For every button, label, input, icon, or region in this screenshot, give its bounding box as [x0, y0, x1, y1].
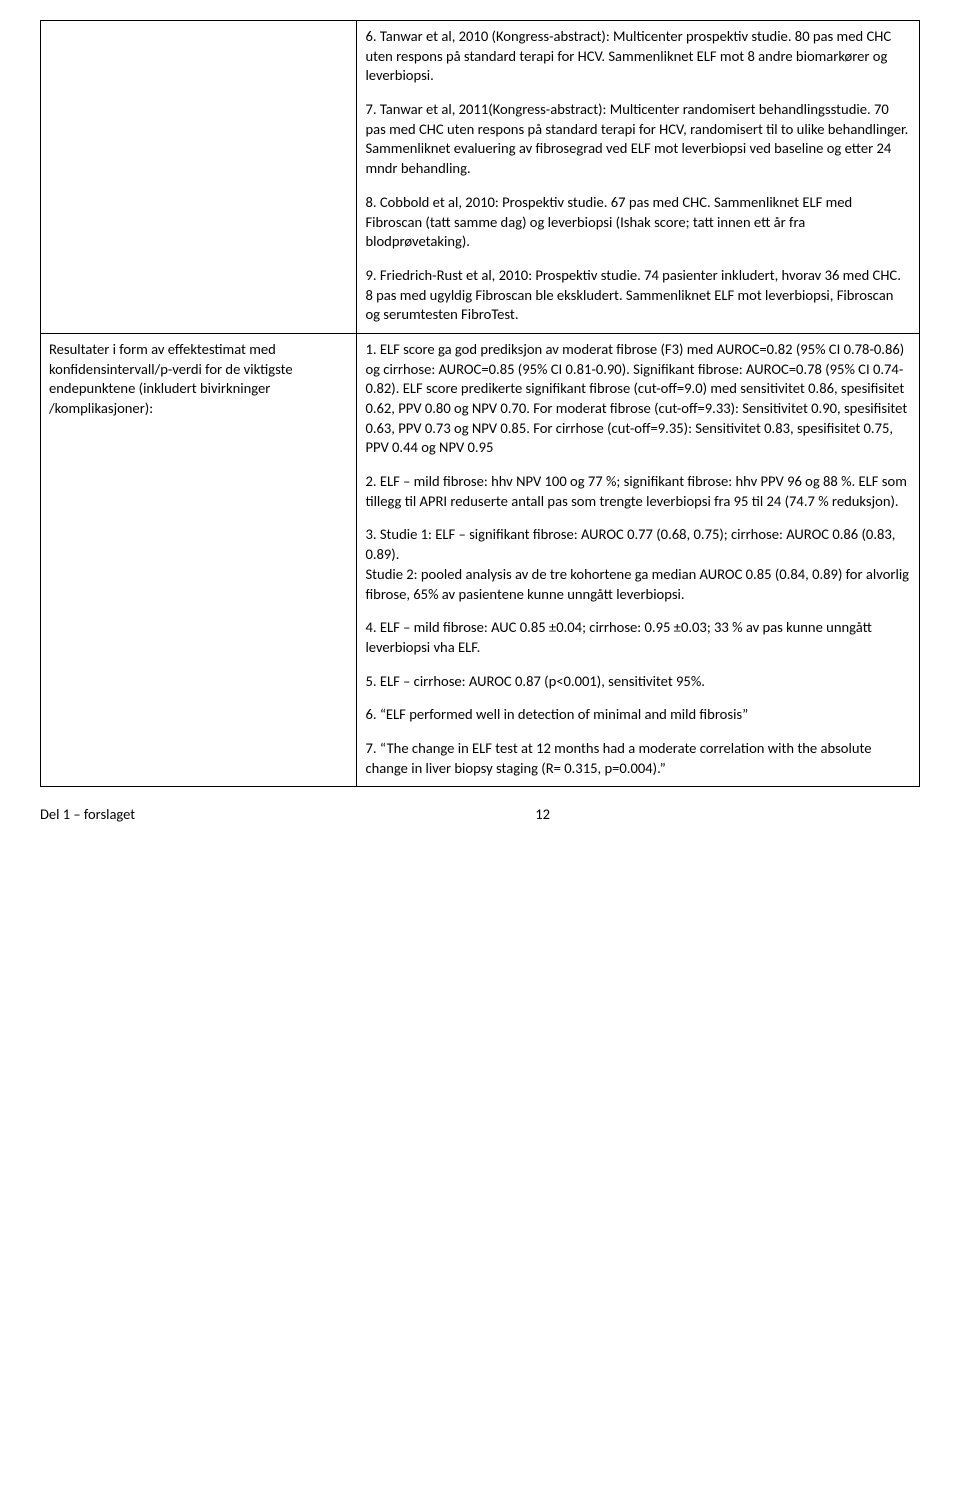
para-6: 6. Tanwar et al, 2010 (Kongress-abstract…	[365, 27, 911, 86]
table-row: 6. Tanwar et al, 2010 (Kongress-abstract…	[41, 21, 920, 334]
result-2: 2. ELF – mild fibrose: hhv NPV 100 og 77…	[365, 472, 911, 511]
cell-left-empty	[41, 21, 357, 334]
results-label: Resultater i form av effektestimat med k…	[49, 340, 348, 419]
result-6: 6. “ELF performed well in detection of m…	[365, 705, 911, 725]
table-row: Resultater i form av effektestimat med k…	[41, 333, 920, 786]
para-7: 7. Tanwar et al, 2011(Kongress-abstract)…	[365, 100, 911, 179]
result-7: 7. “The change in ELF test at 12 months …	[365, 739, 911, 778]
cell-right-results: 1. ELF score ga god prediksjon av modera…	[357, 333, 920, 786]
cell-left-results: Resultater i form av effektestimat med k…	[41, 333, 357, 786]
footer-page-number: 12	[535, 805, 550, 825]
para-8: 8. Cobbold et al, 2010: Prospektiv studi…	[365, 193, 911, 252]
result-5: 5. ELF – cirrhose: AUROC 0.87 (p<0.001),…	[365, 672, 911, 692]
result-1: 1. ELF score ga god prediksjon av modera…	[365, 340, 911, 458]
cell-right-header: 6. Tanwar et al, 2010 (Kongress-abstract…	[357, 21, 920, 334]
para-9: 9. Friedrich-Rust et al, 2010: Prospekti…	[365, 266, 911, 325]
page-footer: Del 1 – forslaget 12	[40, 805, 920, 825]
document-table: 6. Tanwar et al, 2010 (Kongress-abstract…	[40, 20, 920, 787]
result-3: 3. Studie 1: ELF – signifikant fibrose: …	[365, 525, 911, 604]
footer-text: Del 1 – forslaget	[40, 805, 135, 825]
result-4: 4. ELF – mild fibrose: AUC 0.85 ±0.04; c…	[365, 618, 911, 657]
